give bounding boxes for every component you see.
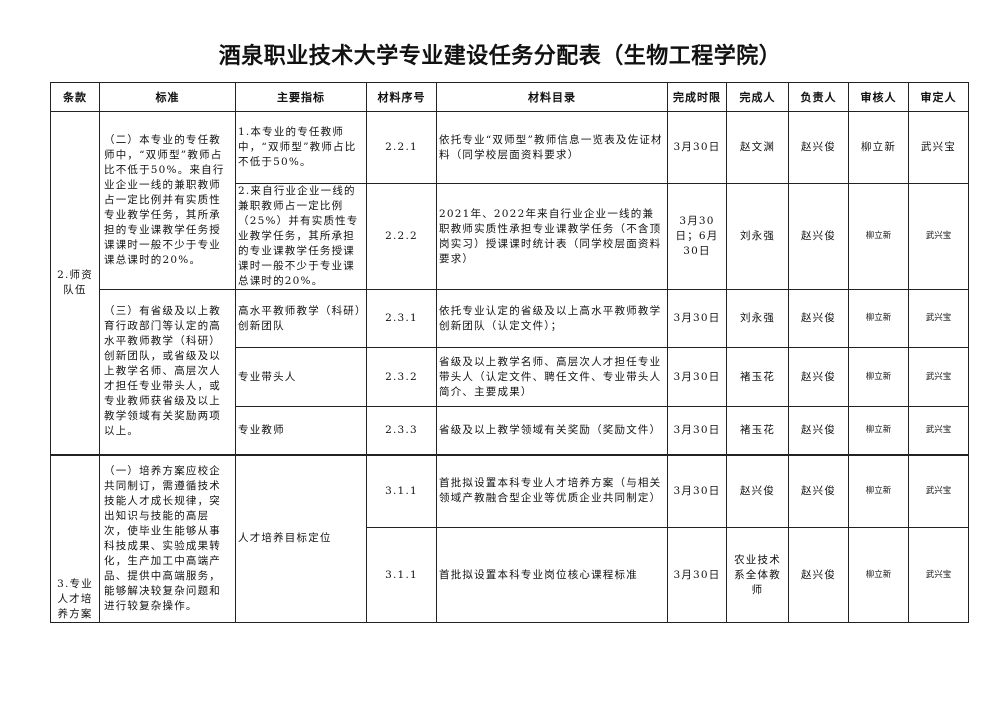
catalog-cell: 首批拟设置本科专业岗位核心课程标准 — [436, 527, 668, 623]
indicator-cell: 人才培养目标定位 — [235, 453, 367, 623]
approver-cell: 武兴宝 — [908, 289, 969, 348]
table-row: （三）有省级及以上教育行政部门等认定的高水平教师教学（科研）创新团队，或省级及以… — [51, 289, 969, 455]
deadline-cell: 3月30日 — [667, 347, 727, 407]
indicator-cell: 2.来自行业企业一线的兼职教师占一定比例（25%）并有实质性专业教学任务，其所承… — [235, 183, 367, 290]
task-table: 条款 标准 主要指标 材料序号 材料目录 完成时限 完成人 负责人 审核人 审定… — [50, 82, 969, 623]
doer-cell: 褚玉花 — [726, 406, 789, 455]
table-row: 3.1.1 首批拟设置本科专业岗位核心课程标准 3月30日 农业技术系全体教师 … — [51, 527, 969, 623]
deadline-cell: 3月30日 — [667, 453, 727, 528]
owner-cell: 赵兴俊 — [788, 527, 849, 623]
reviewer-cell: 柳立新 — [848, 406, 909, 455]
standard-cell: （三）有省级及以上教育行政部门等认定的高水平教师教学（科研）创新团队，或省级及以… — [99, 289, 236, 455]
doer-cell: 农业技术系全体教师 — [726, 527, 789, 623]
material-no-cell: 2.3.1 — [366, 289, 437, 348]
approver-cell: 武兴宝 — [908, 406, 969, 455]
catalog-cell: 省级及以上教学领域有关奖励（奖励文件） — [436, 406, 668, 455]
catalog-cell: 2021年、2022年来自行业企业一线的兼职教师实质性承担专业课教学任务（不含顶… — [436, 183, 668, 290]
header-standard: 标准 — [99, 82, 236, 112]
approver-cell: 武兴宝 — [908, 111, 969, 184]
deadline-cell: 3月30日 — [667, 527, 727, 623]
approver-cell: 武兴宝 — [908, 453, 969, 528]
doer-cell: 褚玉花 — [726, 347, 789, 407]
page-title: 酒泉职业技术大学专业建设任务分配表（生物工程学院） — [218, 44, 782, 69]
reviewer-cell: 柳立新 — [848, 347, 909, 407]
material-no-cell: 2.2.1 — [366, 111, 437, 184]
catalog-cell: 依托专业认定的省级及以上高水平教师教学创新团队（认定文件）； — [436, 289, 668, 348]
clause-cell: 3.专业人才培养方案 — [50, 453, 100, 623]
table-header-row: 条款 标准 主要指标 材料序号 材料目录 完成时限 完成人 负责人 审核人 审定… — [50, 82, 969, 112]
header-clause: 条款 — [50, 82, 100, 112]
deadline-cell: 3月30日 — [667, 289, 727, 348]
header-catalog: 材料目录 — [436, 82, 668, 112]
clause-cell: 2.师资队伍 — [50, 111, 100, 455]
owner-cell: 赵兴俊 — [788, 111, 849, 184]
deadline-cell: 3月30日 — [667, 111, 727, 184]
header-material-no: 材料序号 — [366, 82, 437, 112]
header-indicator: 主要指标 — [235, 82, 367, 112]
indicator-cell: 1.本专业的专任教师中，“双师型”教师占比不低于50%。 — [235, 111, 367, 184]
header-reviewer: 审核人 — [848, 82, 909, 112]
material-no-cell: 2.3.2 — [366, 347, 437, 407]
material-no-cell: 3.1.1 — [366, 453, 437, 528]
standard-cell: （二）本专业的专任教师中，“双师型”教师占比不低于50%。来自行业企业一线的兼职… — [99, 111, 236, 290]
header-deadline: 完成时限 — [667, 82, 727, 112]
standard-cell: （一）培养方案应校企共同制订，需遵循技术技能人才成长规律，突出知识与技能的高层次… — [99, 453, 236, 623]
reviewer-cell: 柳立新 — [848, 453, 909, 528]
doer-cell: 刘永强 — [726, 183, 789, 290]
reviewer-cell: 柳立新 — [848, 527, 909, 623]
doer-cell: 赵兴俊 — [726, 453, 789, 528]
indicator-cell: 专业教师 — [235, 406, 367, 455]
owner-cell: 赵兴俊 — [788, 347, 849, 407]
material-no-cell: 3.1.1 — [366, 527, 437, 623]
table-row: 2.师资队伍 （二）本专业的专任教师中，“双师型”教师占比不低于50%。来自行业… — [50, 111, 969, 455]
catalog-cell: 依托专业“双师型”教师信息一览表及佐证材料（同学校层面资料要求） — [436, 111, 668, 184]
indicator-cell: 专业带头人 — [235, 347, 367, 407]
catalog-cell: 省级及以上教学名师、高层次人才担任专业带头人（认定文件、聘任文件、专业带头人简介… — [436, 347, 668, 407]
header-owner: 负责人 — [788, 82, 849, 112]
owner-cell: 赵兴俊 — [788, 406, 849, 455]
header-approver: 审定人 — [908, 82, 969, 112]
approver-cell: 武兴宝 — [908, 183, 969, 290]
reviewer-cell: 柳立新 — [848, 289, 909, 348]
approver-cell: 武兴宝 — [908, 527, 969, 623]
deadline-cell: 3月30日；6月30日 — [667, 183, 727, 290]
catalog-cell: 首批拟设置本科专业人才培养方案（与相关领域产教融合型企业等优质企业共同制定） — [436, 453, 668, 528]
deadline-cell: 3月30日 — [667, 406, 727, 455]
material-no-cell: 2.3.3 — [366, 406, 437, 455]
approver-cell: 武兴宝 — [908, 347, 969, 407]
indicator-cell: 高水平教师教学（科研）创新团队 — [235, 289, 367, 348]
reviewer-cell: 柳立新 — [848, 111, 909, 184]
header-doer: 完成人 — [726, 82, 789, 112]
table-row: 专业带头人 2.3.2 省级及以上教学名师、高层次人才担任专业带头人（认定文件、… — [51, 347, 969, 407]
owner-cell: 赵兴俊 — [788, 289, 849, 348]
owner-cell: 赵兴俊 — [788, 183, 849, 290]
doer-cell: 刘永强 — [726, 289, 789, 348]
reviewer-cell: 柳立新 — [848, 183, 909, 290]
material-no-cell: 2.2.2 — [366, 183, 437, 290]
table-row: 3.专业人才培养方案 （一）培养方案应校企共同制订，需遵循技术技能人才成长规律，… — [50, 453, 969, 623]
owner-cell: 赵兴俊 — [788, 453, 849, 528]
doer-cell: 赵文渊 — [726, 111, 789, 184]
